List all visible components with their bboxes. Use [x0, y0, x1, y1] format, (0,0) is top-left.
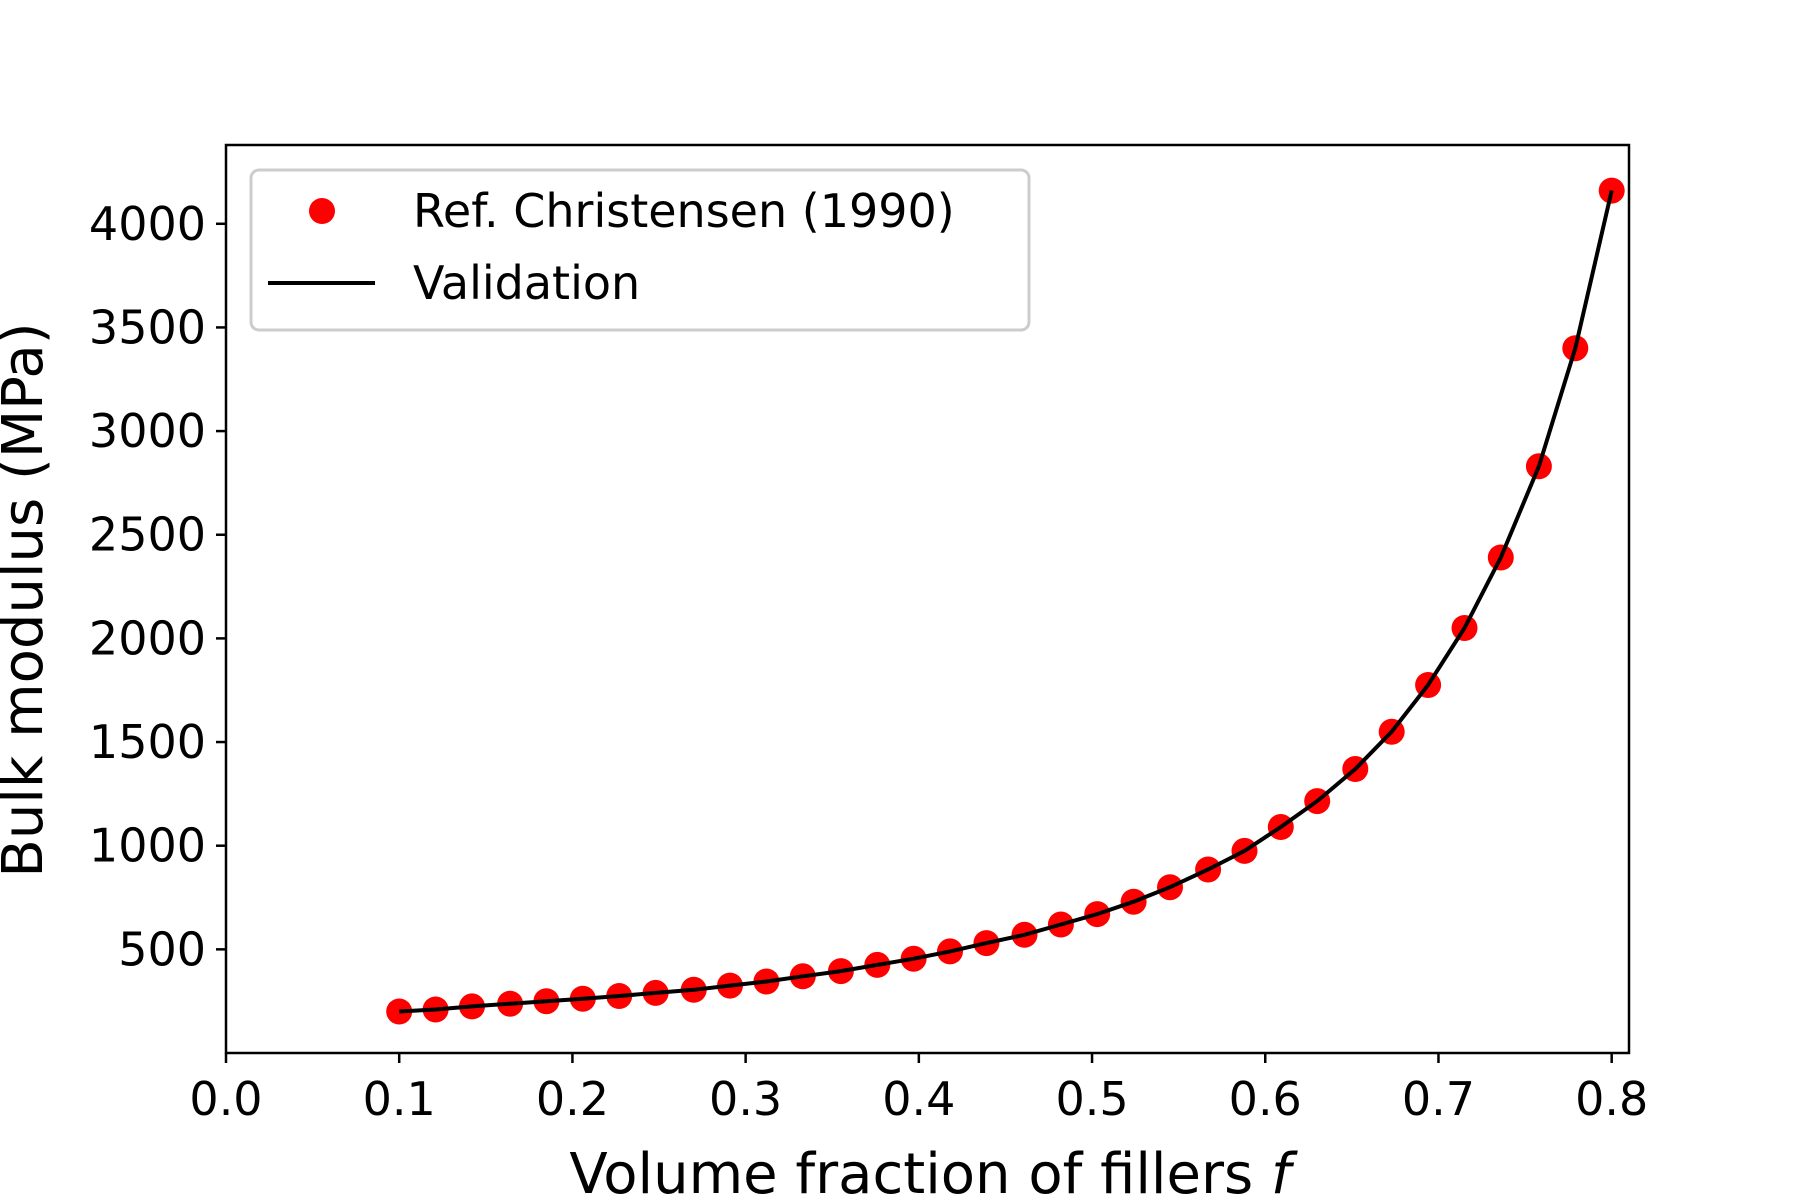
x-tick-label: 0.1 — [363, 1072, 436, 1126]
legend-box — [249, 168, 1031, 332]
plot-area — [386, 177, 1625, 1025]
y-tick-label: 4000 — [89, 197, 206, 251]
x-tick-label: 0.8 — [1575, 1072, 1648, 1126]
y-tick-label: 1500 — [89, 715, 206, 769]
y-axis-label: Bulk modulus (MPa) — [0, 322, 56, 877]
x-tick-label: 0.7 — [1402, 1072, 1475, 1126]
x-axis-label-variable: f — [1271, 1142, 1298, 1200]
y-tick-label: 1000 — [89, 819, 206, 873]
legend-label-validation: Validation — [413, 256, 640, 310]
x-tick-label: 0.6 — [1229, 1072, 1302, 1126]
axes-frame — [224, 143, 1631, 1055]
series-line-validation — [399, 190, 1614, 1014]
y-tick-label: 500 — [118, 922, 206, 976]
y-tick-label: 2000 — [89, 611, 206, 665]
x-tick-label: 0.4 — [882, 1072, 955, 1126]
legend: Ref. Christensen (1990) Validation — [249, 168, 1031, 332]
legend-marker-reference — [309, 198, 335, 224]
y-tick-label: 2500 — [89, 508, 206, 562]
x-tick-label: 0.0 — [189, 1072, 262, 1126]
x-axis: 0.0 0.1 0.2 0.3 0.4 0.5 0.6 0.7 0.8 — [189, 1053, 1648, 1126]
x-tick-label: 0.3 — [709, 1072, 782, 1126]
y-tick-label: 3500 — [89, 300, 206, 354]
x-tick-label: 0.5 — [1055, 1072, 1128, 1126]
x-axis-label-text: Volume fraction of fillers — [569, 1142, 1253, 1200]
x-tick-label: 0.2 — [536, 1072, 609, 1126]
legend-label-reference: Ref. Christensen (1990) — [413, 184, 955, 238]
x-axis-label: Volume fraction of fillers f — [569, 1142, 1298, 1200]
y-tick-label: 3000 — [89, 404, 206, 458]
y-axis: 500 1000 1500 2000 2500 3000 3500 4000 — [89, 197, 226, 976]
